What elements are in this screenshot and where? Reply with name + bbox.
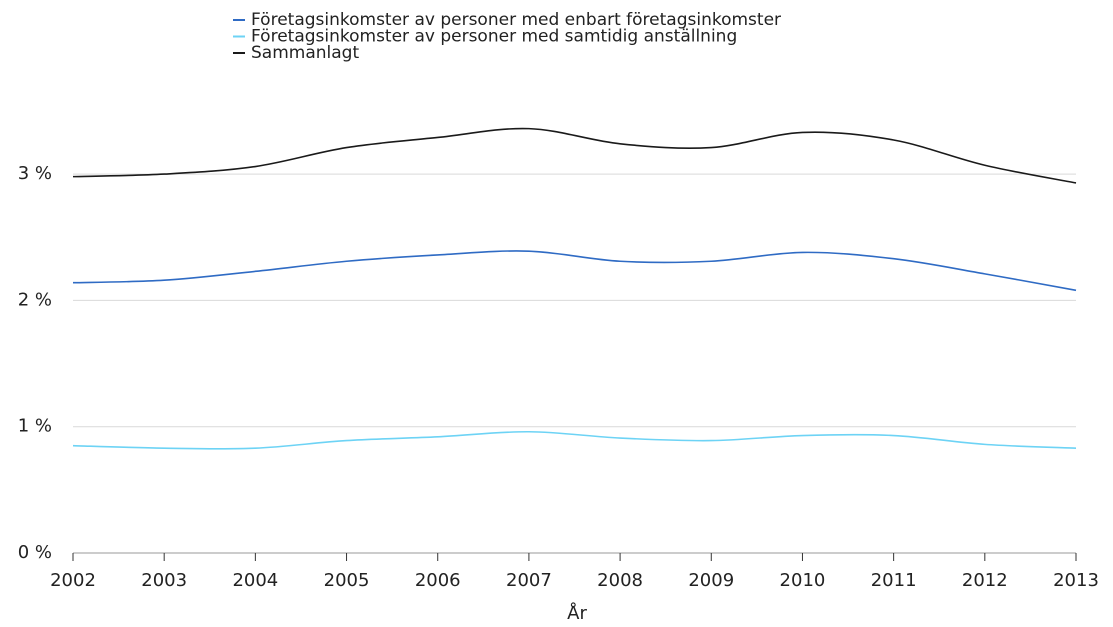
- series-line: [72, 127, 1077, 184]
- y-tick-label: 1 %: [18, 416, 52, 437]
- y-tick-label: 3 %: [18, 163, 52, 184]
- series-line: [72, 430, 1077, 450]
- x-tick-label: 2005: [324, 570, 370, 591]
- x-tick-label: 2011: [871, 570, 917, 591]
- y-tick-label: 0 %: [18, 542, 52, 563]
- legend-label: Företagsinkomster av personer med samtid…: [251, 27, 737, 47]
- x-tick-label: 2006: [415, 570, 461, 591]
- legend-label: Företagsinkomster av personer med enbart…: [251, 10, 781, 30]
- x-tick-label: 2010: [780, 570, 826, 591]
- x-tick-label: 2003: [141, 570, 187, 591]
- x-tick-label: 2007: [506, 570, 552, 591]
- x-tick-label: 2008: [597, 570, 643, 591]
- legend-label: Sammanlagt: [251, 43, 359, 63]
- x-tick-label: 2004: [232, 570, 278, 591]
- x-tick-label: 2013: [1053, 570, 1099, 591]
- x-axis-label: År: [567, 602, 587, 624]
- x-tick-label: 2009: [688, 570, 734, 591]
- series-line: [72, 250, 1077, 292]
- y-tick-label: 2 %: [18, 289, 52, 310]
- x-tick-label: 2002: [50, 570, 96, 591]
- x-tick-label: 2012: [962, 570, 1008, 591]
